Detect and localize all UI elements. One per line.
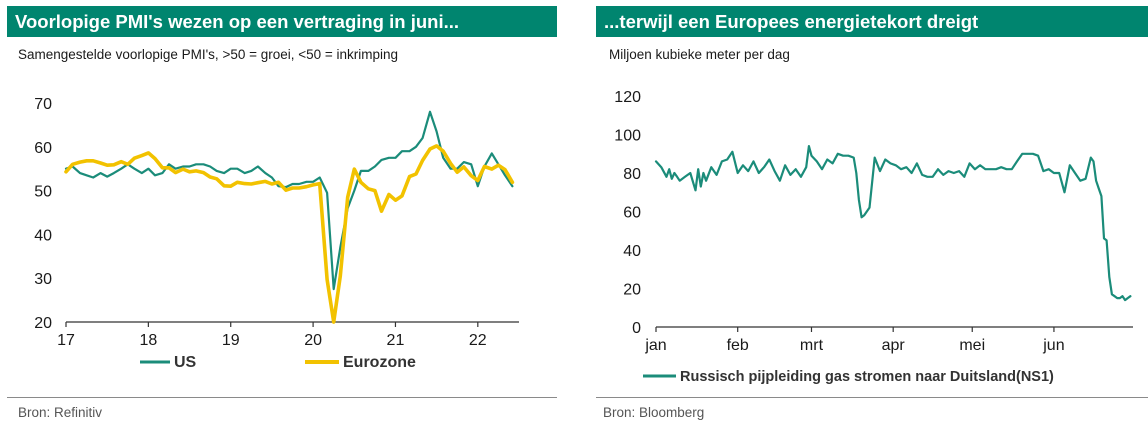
gas-chart-panel: ...terwijl een Europees energietekort dr… xyxy=(589,0,1148,432)
x-tick-label: mei xyxy=(959,337,985,354)
x-tick-label: jan xyxy=(644,337,666,354)
y-tick-label: 120 xyxy=(614,89,641,106)
chart-title: Voorlopige PMI's wezen op een vertraging… xyxy=(7,6,557,37)
x-tick-label: 22 xyxy=(469,332,487,349)
x-tick-label: 18 xyxy=(139,332,157,349)
y-tick-label: 70 xyxy=(34,96,52,113)
legend-label: Russisch pijpleiding gas stromen naar Du… xyxy=(680,369,1054,385)
pmi-chart-panel: Voorlopige PMI's wezen op een vertraging… xyxy=(0,0,557,432)
x-tick-label: mrt xyxy=(800,337,824,354)
y-tick-label: 20 xyxy=(34,315,52,332)
x-tick-label: 21 xyxy=(387,332,405,349)
source-note: Bron: Bloomberg xyxy=(603,405,705,420)
chart-subtitle: Miljoen kubieke meter per dag xyxy=(609,47,790,62)
series-line-russisch-pijpleiding-gas-stromen-naar-duitsland-ns1 xyxy=(654,145,1132,302)
y-tick-label: 60 xyxy=(34,140,52,157)
source-divider xyxy=(596,397,1148,398)
x-tick-label: jun xyxy=(1042,337,1064,354)
y-tick-label: 60 xyxy=(623,205,641,222)
source-divider xyxy=(7,397,557,398)
series-line-eurozone xyxy=(64,144,515,324)
pmi-line-chart: 20 30 40 50 60 70 17 18 19 20 21 22 US Eurozone xyxy=(34,96,519,371)
gas-flow-line-chart: 0 20 40 60 80 100 120 jan feb mrt apr mei jun Russisc… xyxy=(614,89,1133,385)
y-tick-label: 40 xyxy=(34,227,52,244)
x-tick-label: 20 xyxy=(304,332,322,349)
y-tick-label: 30 xyxy=(34,271,52,288)
y-tick-label: 80 xyxy=(623,166,641,183)
y-tick-label: 20 xyxy=(623,282,641,299)
y-tick-label: 100 xyxy=(614,128,641,145)
y-tick-label: 40 xyxy=(623,243,641,260)
x-tick-label: feb xyxy=(727,337,749,354)
x-tick-label: 19 xyxy=(222,332,240,349)
source-note: Bron: Refinitiv xyxy=(18,405,103,420)
x-tick-label: 17 xyxy=(57,332,75,349)
y-tick-label: 0 xyxy=(632,320,641,337)
chart-subtitle: Samengestelde voorlopige PMI's, >50 = gr… xyxy=(18,47,399,62)
chart-title: ...terwijl een Europees energietekort dr… xyxy=(596,6,1148,37)
x-tick-label: apr xyxy=(882,337,906,354)
legend-label: Eurozone xyxy=(343,354,416,371)
legend-label: US xyxy=(174,354,197,371)
series-line-us xyxy=(64,110,514,291)
y-tick-label: 50 xyxy=(34,184,52,201)
